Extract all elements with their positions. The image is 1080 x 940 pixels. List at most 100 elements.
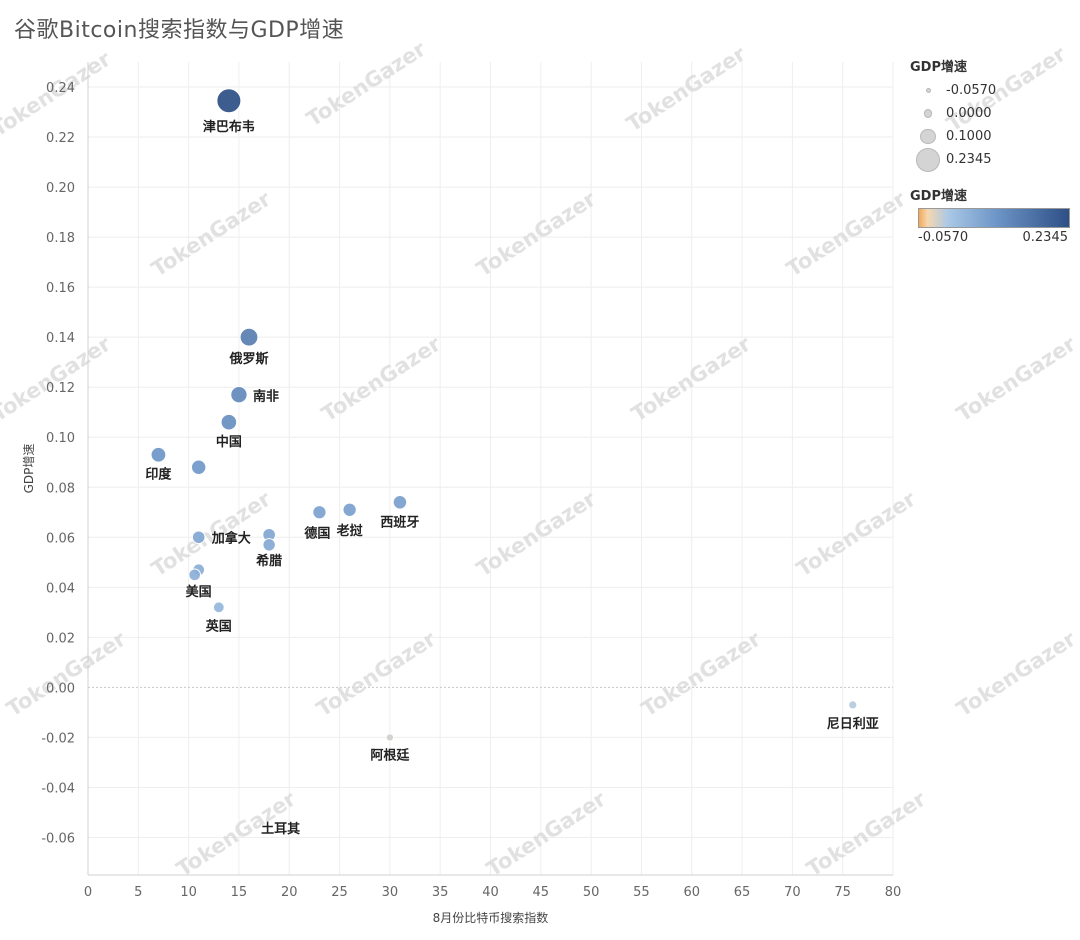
x-tick-label: 70 (784, 885, 801, 900)
y-tick-label: 0.08 (46, 481, 75, 496)
chart-title: 谷歌Bitcoin搜索指数与GDP增速 (14, 18, 345, 43)
y-tick-label: 0.12 (46, 381, 75, 396)
size-legend-label: 0.1000 (946, 129, 992, 144)
size-legend-item: -0.0570 (910, 79, 1075, 102)
data-point (392, 495, 408, 510)
x-tick-label: 75 (834, 885, 851, 900)
y-tick-label: -0.04 (41, 781, 75, 796)
size-legend-circle (923, 109, 933, 118)
color-legend-title: GDP增速 (910, 189, 967, 204)
point-label: 德国 (304, 525, 330, 541)
x-tick-label: 65 (734, 885, 751, 900)
size-legend-item: 0.2345 (910, 147, 1075, 172)
y-tick-label: -0.02 (41, 731, 75, 746)
point-label: 俄罗斯 (228, 351, 268, 367)
grid (87, 62, 894, 875)
x-tick-label: 35 (432, 885, 449, 900)
x-tick-label: 55 (633, 885, 650, 900)
y-tick-label: 0.06 (46, 531, 75, 546)
watermark: TokenGazer (802, 786, 930, 881)
color-legend-min: -0.0570 (918, 230, 969, 245)
watermark: TokenGazer (792, 486, 920, 581)
point-label: 西班牙 (380, 514, 419, 530)
y-tick-label: -0.06 (41, 831, 75, 846)
data-point (239, 327, 259, 347)
size-legend-item: 0.1000 (910, 125, 1075, 148)
watermark: TokenGazer (312, 626, 440, 721)
x-tick-label: 40 (482, 885, 499, 900)
y-tick-label: 0.10 (46, 431, 75, 446)
y-tick-label: 0.22 (46, 131, 75, 146)
color-legend-max: 0.2345 (1022, 230, 1069, 245)
data-point (230, 386, 248, 404)
watermark: TokenGazer (952, 626, 1080, 721)
x-tick-label: 45 (533, 885, 550, 900)
x-tick-label: 5 (134, 885, 142, 900)
x-tick-label: 0 (84, 885, 92, 900)
data-point (262, 538, 276, 552)
size-legend-title: GDP增速 (910, 60, 967, 75)
point-label: 阿根廷 (370, 747, 410, 763)
x-axis-title: 8月份比特币搜索指数 (433, 910, 549, 925)
color-gradient-bar (918, 208, 1070, 228)
watermark: TokenGazer (472, 486, 600, 581)
point-label: 尼日利亚 (827, 716, 879, 732)
data-point (220, 413, 238, 431)
y-tick-label: 0.00 (46, 681, 75, 696)
y-tick-label: 0.20 (46, 181, 75, 196)
point-label: 老挝 (336, 523, 364, 539)
watermark: TokenGazer (302, 36, 430, 131)
y-tick-label: 0.02 (46, 631, 75, 646)
data-point (190, 459, 207, 475)
data-point (216, 88, 242, 114)
data-point (191, 530, 206, 545)
x-tick-label: 15 (231, 885, 248, 900)
x-tick-label: 60 (683, 885, 700, 900)
size-legend-label: 0.0000 (946, 106, 992, 121)
watermark: TokenGazer (782, 186, 910, 281)
size-legend-circle (920, 128, 936, 145)
data-point (212, 601, 225, 614)
size-legend-label: -0.0570 (946, 83, 997, 98)
size-legend-swatch (910, 109, 946, 118)
x-tick-label: 10 (180, 885, 197, 900)
point-label: 南非 (253, 389, 279, 405)
data-point (188, 568, 201, 582)
point-label: 中国 (216, 434, 242, 450)
size-legend-swatch (910, 88, 946, 93)
point-label: 希腊 (256, 553, 282, 569)
point-label: 土耳其 (261, 821, 300, 837)
y-tick-label: 0.16 (46, 281, 75, 296)
data-point (150, 446, 167, 463)
y-tick-label: 0.18 (46, 231, 75, 246)
y-tick-label: 0.04 (46, 581, 75, 596)
y-tick-label: 0.24 (46, 81, 75, 96)
watermark: TokenGazer (637, 626, 765, 721)
watermark: TokenGazer (147, 186, 275, 281)
size-legend-item: 0.0000 (910, 102, 1075, 125)
point-label: 加拿大 (211, 530, 251, 546)
watermark: TokenGazer (952, 331, 1080, 426)
point-label: 印度 (145, 467, 172, 483)
axes: 0 5 10 15 20 25 30 35 40 45 50 55 60 65 70 75 80 -0.06 -0.… (41, 62, 901, 900)
point-label: 美国 (186, 584, 212, 600)
x-tick-label: 50 (583, 885, 600, 900)
data-point (312, 505, 327, 520)
x-tick-label: 20 (281, 885, 298, 900)
size-legend-swatch (910, 147, 946, 172)
size-legend: -0.0570 0.0000 0.1000 0.2345 (910, 79, 1075, 172)
x-tick-label: 80 (885, 885, 902, 900)
point-label: 英国 (205, 618, 232, 634)
x-tick-label: 25 (331, 885, 348, 900)
data-point (342, 502, 357, 517)
size-legend-label: 0.2345 (946, 152, 992, 167)
watermark: TokenGazer (317, 331, 445, 426)
y-tick-label: 0.14 (46, 331, 75, 346)
x-tick-label: 30 (382, 885, 399, 900)
y-axis-title: GDP增速 (22, 444, 36, 494)
data-point (848, 700, 858, 710)
size-legend-swatch (910, 128, 946, 145)
legend: GDP增速 -0.0570 0.0000 0.1000 0.2345 GDP增速 -0… (910, 56, 1075, 246)
